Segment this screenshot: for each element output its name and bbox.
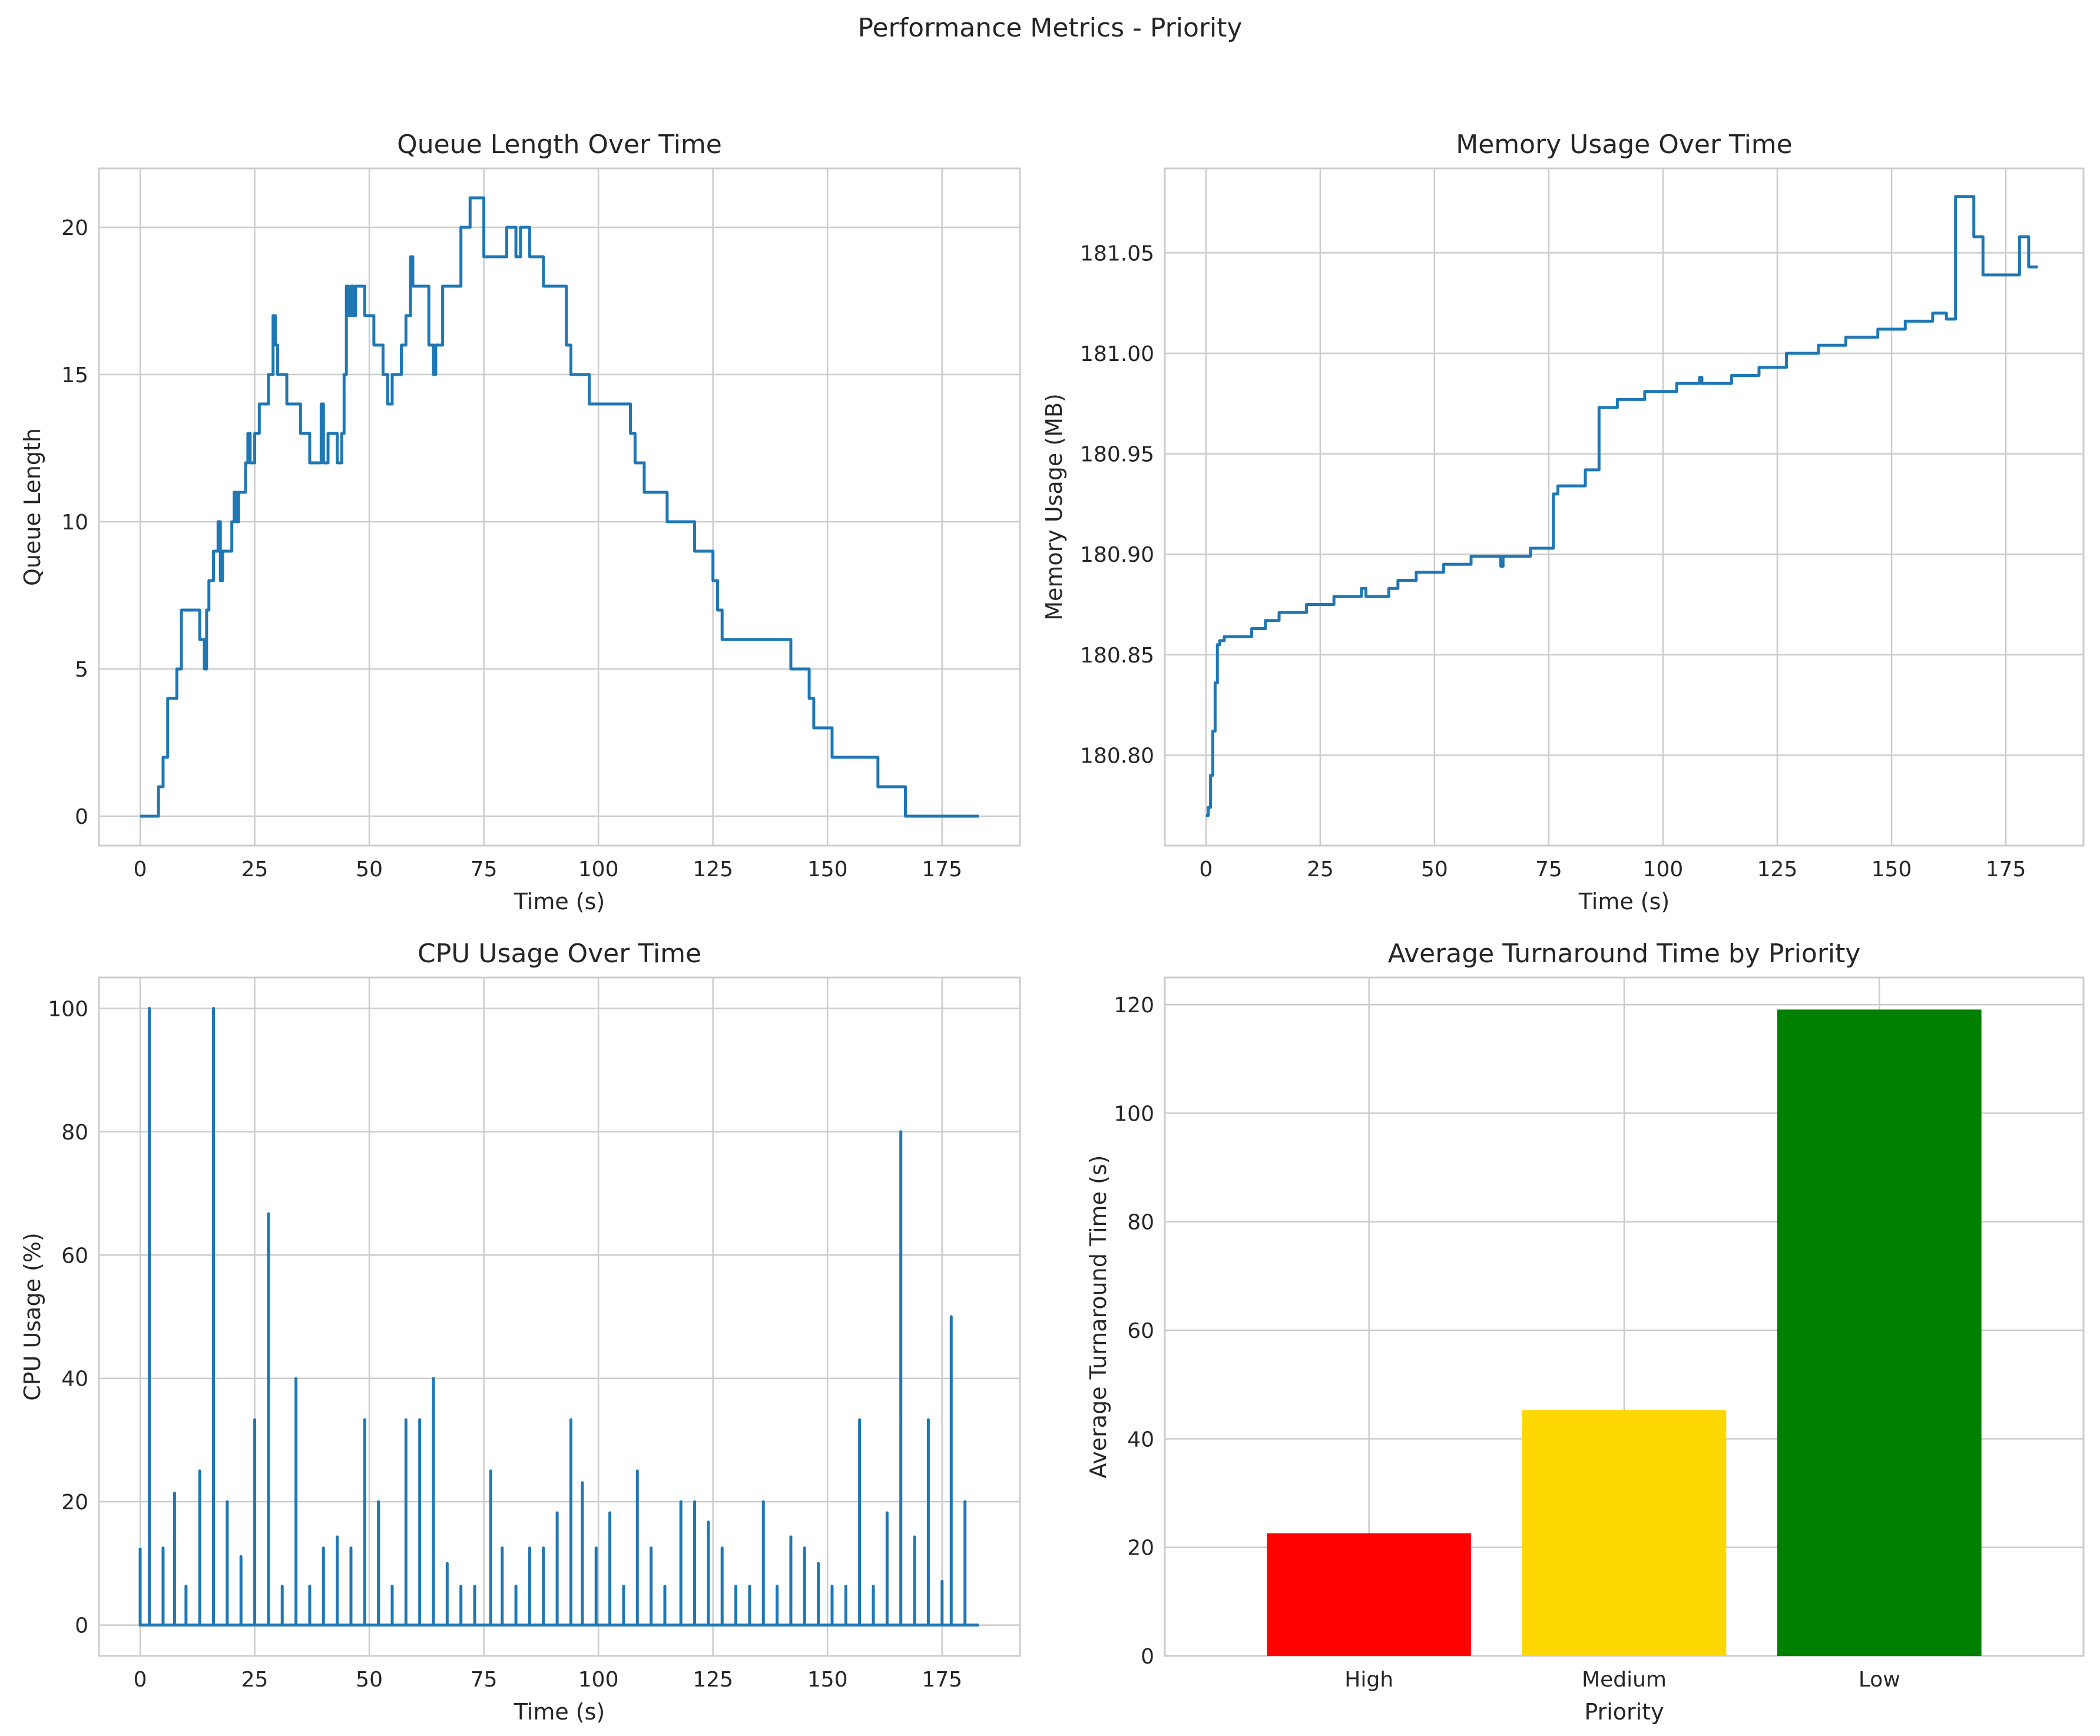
y-tick-label: 180.80 [1080, 744, 1154, 768]
x-tick-label: 25 [1307, 857, 1334, 882]
subplot-title: CPU Usage Over Time [418, 939, 701, 969]
x-tick-label: 75 [1535, 857, 1562, 882]
x-axis-label: Time (s) [514, 1699, 605, 1725]
y-tick-label: 20 [61, 216, 88, 240]
x-tick-label: 125 [693, 857, 733, 882]
x-axis-label: Priority [1584, 1699, 1664, 1725]
x-tick-label: 75 [471, 1668, 498, 1692]
x-axis-label: Time (s) [1578, 889, 1670, 915]
y-tick-label: 0 [75, 1614, 88, 1638]
x-tick-label: Medium [1582, 1668, 1667, 1692]
bar-low [1777, 1009, 1982, 1656]
x-tick-label: Low [1859, 1668, 1900, 1692]
x-tick-label: 100 [578, 1668, 619, 1692]
x-tick-label: 25 [241, 1668, 269, 1692]
subplot-title: Memory Usage Over Time [1456, 130, 1793, 160]
x-tick-label: 25 [241, 857, 269, 882]
y-tick-label: 180.90 [1080, 543, 1154, 567]
queue-series-line [140, 196, 979, 818]
x-tick-label: 100 [1643, 857, 1684, 882]
y-tick-label: 181.00 [1080, 342, 1154, 366]
x-tick-label: 100 [578, 857, 619, 882]
cpu-usage-subplot: 0 20 40 60 80 100 0 25 50 75 100 125 150 175 CPU Usage… [19, 939, 1021, 1725]
y-tick-label: 0 [75, 805, 88, 829]
x-tick-label: 0 [134, 857, 147, 882]
y-axis-label: CPU Usage (%) [19, 1233, 45, 1401]
axes-frame [98, 976, 1021, 1657]
y-tick-label: 100 [1114, 1102, 1154, 1126]
x-axis-label: Time (s) [514, 889, 605, 915]
y-axis-label: Queue Length [19, 428, 45, 586]
y-tick-label: 60 [1127, 1319, 1154, 1343]
x-tick-label: 175 [922, 857, 962, 882]
x-tick-label: 125 [1757, 857, 1798, 882]
x-tick-label: 75 [471, 857, 498, 882]
y-tick-label: 80 [61, 1121, 88, 1145]
cpu-series-line [138, 1006, 979, 1627]
y-tick-label: 80 [1127, 1211, 1154, 1235]
y-tick-label: 15 [61, 363, 88, 387]
y-tick-label: 20 [1127, 1536, 1154, 1561]
y-tick-label: 40 [61, 1367, 88, 1392]
axes-frame [1164, 167, 2085, 847]
y-tick-label: 20 [61, 1490, 88, 1515]
axes-frame [98, 167, 1021, 847]
y-tick-label: 60 [61, 1244, 88, 1268]
y-tick-label: 180.85 [1080, 644, 1154, 668]
x-tick-label: 175 [1986, 857, 2026, 882]
memory-series-line [1205, 195, 2038, 817]
bar-high [1267, 1533, 1471, 1656]
x-tick-label: 50 [1421, 857, 1448, 882]
y-tick-label: 40 [1127, 1427, 1154, 1452]
x-tick-label: 0 [134, 1668, 147, 1692]
turnaround-time-subplot: 0 20 40 60 80 100 120 High Medium Low Average Turn… [1085, 939, 2085, 1725]
x-tick-label: 150 [807, 857, 848, 882]
x-tick-label: 0 [1199, 857, 1213, 882]
y-tick-label: 0 [1141, 1645, 1154, 1669]
y-tick-label: 180.95 [1080, 443, 1154, 467]
figure-suptitle: Performance Metrics - Priority [858, 13, 1243, 43]
y-tick-label: 100 [48, 997, 88, 1021]
x-tick-label: 150 [1872, 857, 1912, 882]
y-axis-label: Average Turnaround Time (s) [1085, 1155, 1111, 1479]
y-axis-label: Memory Usage (MB) [1041, 393, 1067, 621]
y-tick-label: 181.05 [1080, 241, 1154, 266]
x-tick-label: 50 [356, 1668, 383, 1692]
x-tick-label: 50 [356, 857, 383, 882]
memory-usage-subplot: 180.80 180.85 180.90 180.95 181.00 181.05 0 25 5… [1041, 130, 2085, 915]
subplot-title: Average Turnaround Time by Priority [1388, 939, 1861, 969]
subplot-title: Queue Length Over Time [397, 130, 722, 160]
y-tick-label: 5 [75, 658, 88, 682]
y-tick-label: 10 [61, 511, 88, 535]
y-tick-label: 120 [1114, 993, 1154, 1018]
x-tick-label: 150 [807, 1668, 848, 1692]
x-tick-label: 125 [693, 1668, 733, 1692]
bar-medium [1522, 1410, 1727, 1656]
x-tick-label: High [1344, 1668, 1393, 1692]
queue-length-subplot: 0 5 10 15 20 0 25 50 75 100 125 150 175 Queue Length … [19, 130, 1021, 915]
x-tick-label: 175 [922, 1668, 962, 1692]
